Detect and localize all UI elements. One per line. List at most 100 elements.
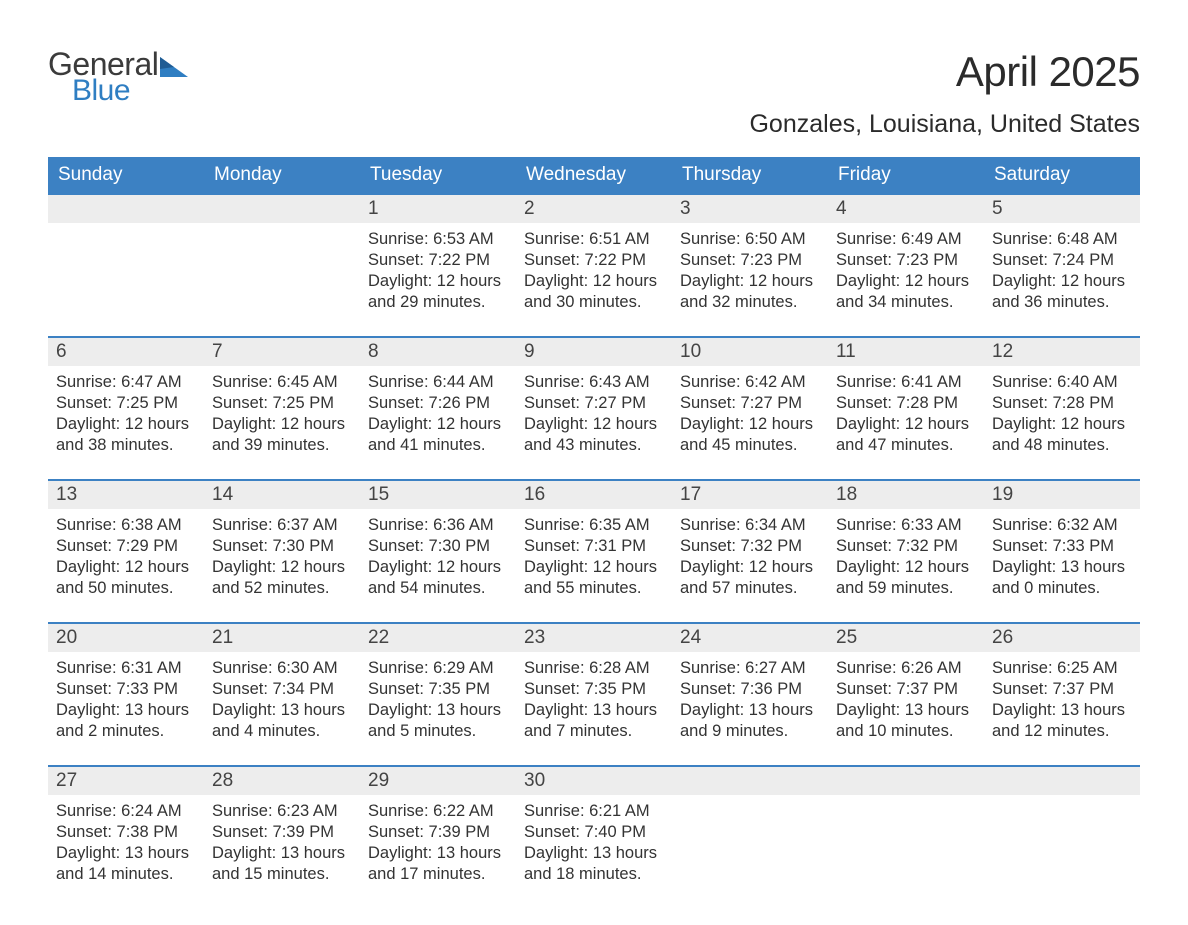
sunrise-text: Sunrise: 6:44 AM xyxy=(368,372,508,393)
day-number: 14 xyxy=(204,480,360,509)
daylight-text: and 29 minutes. xyxy=(368,292,508,313)
daylight-text: and 18 minutes. xyxy=(524,864,664,885)
day-cell: Sunrise: 6:28 AMSunset: 7:35 PMDaylight:… xyxy=(516,652,672,752)
daylight-text: Daylight: 12 hours xyxy=(836,557,976,578)
daylight-text: and 0 minutes. xyxy=(992,578,1132,599)
daylight-text: Daylight: 12 hours xyxy=(524,271,664,292)
daylight-text: and 9 minutes. xyxy=(680,721,820,742)
daylight-text: Daylight: 12 hours xyxy=(368,414,508,435)
daylight-text: Daylight: 13 hours xyxy=(992,557,1132,578)
sunset-text: Sunset: 7:23 PM xyxy=(680,250,820,271)
daylight-text: Daylight: 13 hours xyxy=(992,700,1132,721)
daylight-text: and 30 minutes. xyxy=(524,292,664,313)
sunset-text: Sunset: 7:31 PM xyxy=(524,536,664,557)
sunset-text: Sunset: 7:25 PM xyxy=(56,393,196,414)
sunset-text: Sunset: 7:34 PM xyxy=(212,679,352,700)
day-cell: Sunrise: 6:47 AMSunset: 7:25 PMDaylight:… xyxy=(48,366,204,466)
sunset-text: Sunset: 7:33 PM xyxy=(992,536,1132,557)
sunset-text: Sunset: 7:33 PM xyxy=(56,679,196,700)
day-number: 12 xyxy=(984,337,1140,366)
day-number: 20 xyxy=(48,623,204,652)
day-cell: Sunrise: 6:50 AMSunset: 7:23 PMDaylight:… xyxy=(672,223,828,323)
daylight-text: Daylight: 12 hours xyxy=(680,414,820,435)
sunrise-text: Sunrise: 6:37 AM xyxy=(212,515,352,536)
daylight-text: and 32 minutes. xyxy=(680,292,820,313)
day-cell: Sunrise: 6:32 AMSunset: 7:33 PMDaylight:… xyxy=(984,509,1140,609)
sunrise-text: Sunrise: 6:27 AM xyxy=(680,658,820,679)
sunrise-text: Sunrise: 6:53 AM xyxy=(368,229,508,250)
sunset-text: Sunset: 7:30 PM xyxy=(368,536,508,557)
day-cell: Sunrise: 6:31 AMSunset: 7:33 PMDaylight:… xyxy=(48,652,204,752)
daylight-text: Daylight: 13 hours xyxy=(680,700,820,721)
day-cell: Sunrise: 6:38 AMSunset: 7:29 PMDaylight:… xyxy=(48,509,204,609)
daylight-text: Daylight: 12 hours xyxy=(524,557,664,578)
day-number: 2 xyxy=(516,194,672,223)
day-number: 16 xyxy=(516,480,672,509)
sunset-text: Sunset: 7:29 PM xyxy=(56,536,196,557)
day-cell: Sunrise: 6:26 AMSunset: 7:37 PMDaylight:… xyxy=(828,652,984,752)
daylight-text: and 7 minutes. xyxy=(524,721,664,742)
day-number: 3 xyxy=(672,194,828,223)
sunrise-text: Sunrise: 6:45 AM xyxy=(212,372,352,393)
day-number: 11 xyxy=(828,337,984,366)
daylight-text: and 41 minutes. xyxy=(368,435,508,456)
daylight-text: and 52 minutes. xyxy=(212,578,352,599)
sunset-text: Sunset: 7:39 PM xyxy=(212,822,352,843)
day-cell: Sunrise: 6:48 AMSunset: 7:24 PMDaylight:… xyxy=(984,223,1140,323)
day-cell: Sunrise: 6:27 AMSunset: 7:36 PMDaylight:… xyxy=(672,652,828,752)
day-cell xyxy=(204,223,360,323)
sunrise-text: Sunrise: 6:28 AM xyxy=(524,658,664,679)
day-number xyxy=(828,766,984,795)
day-number: 27 xyxy=(48,766,204,795)
daylight-text: Daylight: 12 hours xyxy=(992,271,1132,292)
day-number xyxy=(672,766,828,795)
sunset-text: Sunset: 7:22 PM xyxy=(524,250,664,271)
sunset-text: Sunset: 7:35 PM xyxy=(524,679,664,700)
week-separator xyxy=(48,752,1140,766)
daylight-text: Daylight: 12 hours xyxy=(680,271,820,292)
sunset-text: Sunset: 7:38 PM xyxy=(56,822,196,843)
daylight-text: and 10 minutes. xyxy=(836,721,976,742)
day-header: Sunday xyxy=(48,157,204,194)
daylight-text: and 59 minutes. xyxy=(836,578,976,599)
day-header: Wednesday xyxy=(516,157,672,194)
daylight-text: Daylight: 13 hours xyxy=(212,843,352,864)
sunrise-text: Sunrise: 6:51 AM xyxy=(524,229,664,250)
daylight-text: and 14 minutes. xyxy=(56,864,196,885)
sunrise-text: Sunrise: 6:40 AM xyxy=(992,372,1132,393)
daylight-text: Daylight: 13 hours xyxy=(524,700,664,721)
daynum-row: 12345 xyxy=(48,194,1140,223)
daylight-text: and 15 minutes. xyxy=(212,864,352,885)
sunrise-text: Sunrise: 6:34 AM xyxy=(680,515,820,536)
sunrise-text: Sunrise: 6:31 AM xyxy=(56,658,196,679)
day-header: Friday xyxy=(828,157,984,194)
daynum-row: 6789101112 xyxy=(48,337,1140,366)
daylight-text: Daylight: 12 hours xyxy=(836,414,976,435)
sunrise-text: Sunrise: 6:24 AM xyxy=(56,801,196,822)
day-number: 29 xyxy=(360,766,516,795)
calendar-header-row: SundayMondayTuesdayWednesdayThursdayFrid… xyxy=(48,157,1140,194)
day-number: 8 xyxy=(360,337,516,366)
sunrise-text: Sunrise: 6:21 AM xyxy=(524,801,664,822)
daylight-text: and 39 minutes. xyxy=(212,435,352,456)
day-number: 23 xyxy=(516,623,672,652)
sunrise-text: Sunrise: 6:25 AM xyxy=(992,658,1132,679)
daylight-text: Daylight: 12 hours xyxy=(368,557,508,578)
day-number: 28 xyxy=(204,766,360,795)
daylight-text: Daylight: 13 hours xyxy=(212,700,352,721)
daylight-text: Daylight: 13 hours xyxy=(836,700,976,721)
daylight-text: and 5 minutes. xyxy=(368,721,508,742)
sunset-text: Sunset: 7:37 PM xyxy=(836,679,976,700)
day-cell: Sunrise: 6:21 AMSunset: 7:40 PMDaylight:… xyxy=(516,795,672,895)
daylight-text: and 17 minutes. xyxy=(368,864,508,885)
sunset-text: Sunset: 7:39 PM xyxy=(368,822,508,843)
day-number: 9 xyxy=(516,337,672,366)
sunset-text: Sunset: 7:30 PM xyxy=(212,536,352,557)
day-cell: Sunrise: 6:36 AMSunset: 7:30 PMDaylight:… xyxy=(360,509,516,609)
daylight-text: and 50 minutes. xyxy=(56,578,196,599)
day-number: 13 xyxy=(48,480,204,509)
sunrise-text: Sunrise: 6:29 AM xyxy=(368,658,508,679)
sunrise-text: Sunrise: 6:23 AM xyxy=(212,801,352,822)
daylight-text: and 54 minutes. xyxy=(368,578,508,599)
day-cell: Sunrise: 6:51 AMSunset: 7:22 PMDaylight:… xyxy=(516,223,672,323)
